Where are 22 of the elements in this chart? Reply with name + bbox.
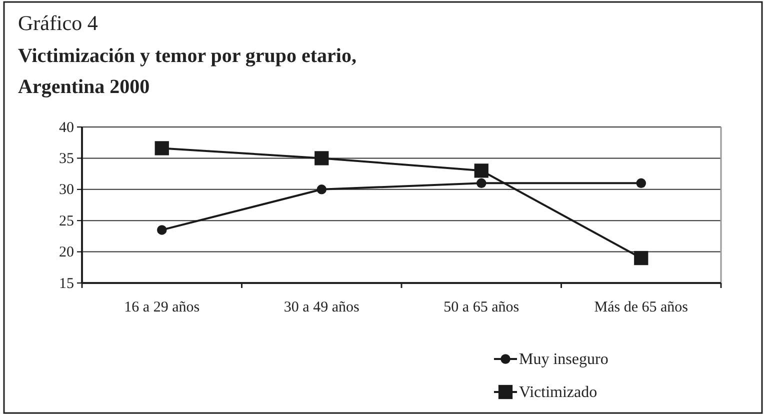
- point: [314, 151, 329, 166]
- text: Gráfico 4: [18, 11, 98, 35]
- point: [476, 178, 486, 188]
- point: [156, 225, 167, 235]
- y-tick-label: 15: [59, 276, 74, 292]
- y-tick-label: 30: [59, 182, 74, 198]
- point: [636, 178, 646, 188]
- chart-title: Victimización y temor por grupo etario, Argentina 2000: [18, 45, 356, 98]
- x-tick-label: Más de 65 años: [594, 300, 688, 316]
- point: [316, 184, 327, 194]
- x-tick-label: 16 a 29 años: [124, 300, 200, 316]
- point: [474, 164, 488, 178]
- x-tick-label: 30 a 49 años: [284, 300, 360, 316]
- x-tick-label: 50 a 65 años: [444, 300, 520, 316]
- y-tick-label: 20: [59, 244, 74, 261]
- legend-label: Muy inseguro: [519, 351, 608, 368]
- point: [154, 141, 169, 156]
- y-tick-label: 25: [59, 213, 74, 230]
- point: [634, 250, 648, 266]
- legend-label: Victimizado: [519, 384, 598, 401]
- y-tick-label: 35: [59, 151, 74, 167]
- y-tick-label: 40: [59, 120, 74, 136]
